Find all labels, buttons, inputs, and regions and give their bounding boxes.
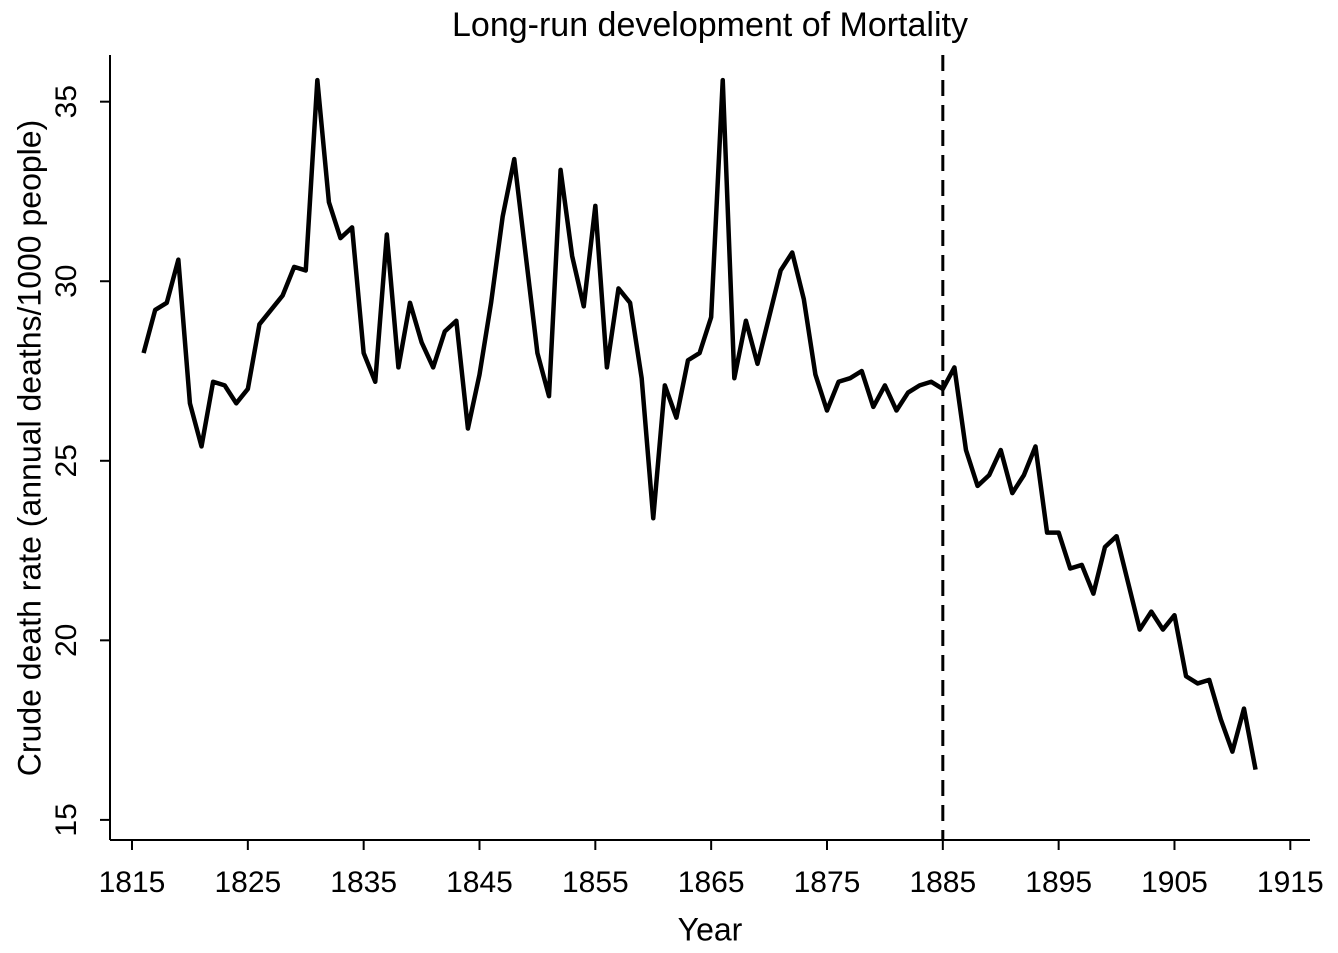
- chart-title: Long-run development of Mortality: [452, 6, 968, 44]
- y-axis-label: Crude death rate (annual deaths/1000 peo…: [11, 120, 47, 776]
- x-tick-label: 1865: [678, 866, 745, 899]
- x-tick-label: 1885: [909, 866, 976, 899]
- y-tick-label: 15: [50, 803, 83, 836]
- y-tick-label: 30: [50, 265, 83, 298]
- data-line: [141, 77, 1258, 771]
- x-tick-label: 1875: [794, 866, 861, 899]
- x-tick-label: 1915: [1257, 866, 1324, 899]
- x-axis-label: Year: [678, 911, 743, 947]
- y-tick-label: 20: [50, 624, 83, 657]
- y-tick-label: 25: [50, 444, 83, 477]
- y-tick-label: 35: [50, 85, 83, 118]
- x-tick-label: 1895: [1025, 866, 1092, 899]
- x-tick-label: 1835: [330, 866, 397, 899]
- x-tick-label: 1845: [446, 866, 513, 899]
- x-tick-label: 1905: [1141, 866, 1208, 899]
- x-tick-label: 1815: [99, 866, 166, 899]
- x-tick-label: 1825: [214, 866, 281, 899]
- x-tick-label: 1855: [562, 866, 629, 899]
